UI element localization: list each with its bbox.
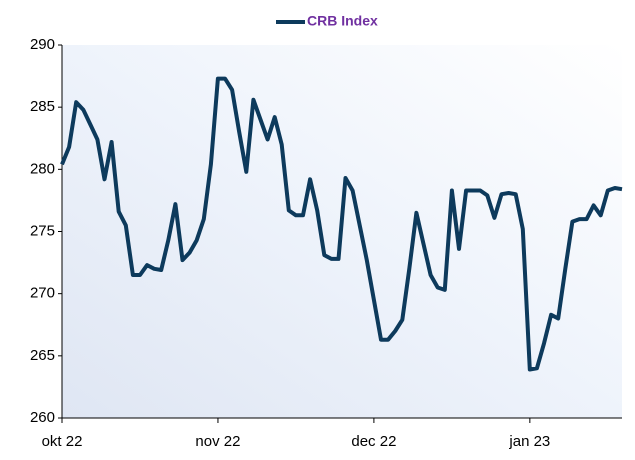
x-tick-label: dec 22 bbox=[351, 433, 396, 450]
y-tick-label: 290 bbox=[30, 36, 55, 53]
y-tick-label: 275 bbox=[30, 222, 55, 239]
y-tick-label: 260 bbox=[30, 409, 55, 426]
y-tick-label: 285 bbox=[30, 98, 55, 115]
y-tick-label: 270 bbox=[30, 285, 55, 302]
x-tick-label: jan 23 bbox=[508, 433, 550, 450]
y-tick-label: 265 bbox=[30, 347, 55, 364]
line-series bbox=[60, 76, 623, 372]
x-tick-label: nov 22 bbox=[195, 433, 240, 450]
y-tick-label: 280 bbox=[30, 160, 55, 177]
legend-label: CRB Index bbox=[307, 13, 378, 29]
x-tick-label: okt 22 bbox=[42, 433, 83, 450]
